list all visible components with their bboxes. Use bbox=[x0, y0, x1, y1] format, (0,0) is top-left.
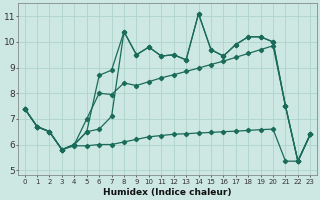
X-axis label: Humidex (Indice chaleur): Humidex (Indice chaleur) bbox=[103, 188, 232, 197]
